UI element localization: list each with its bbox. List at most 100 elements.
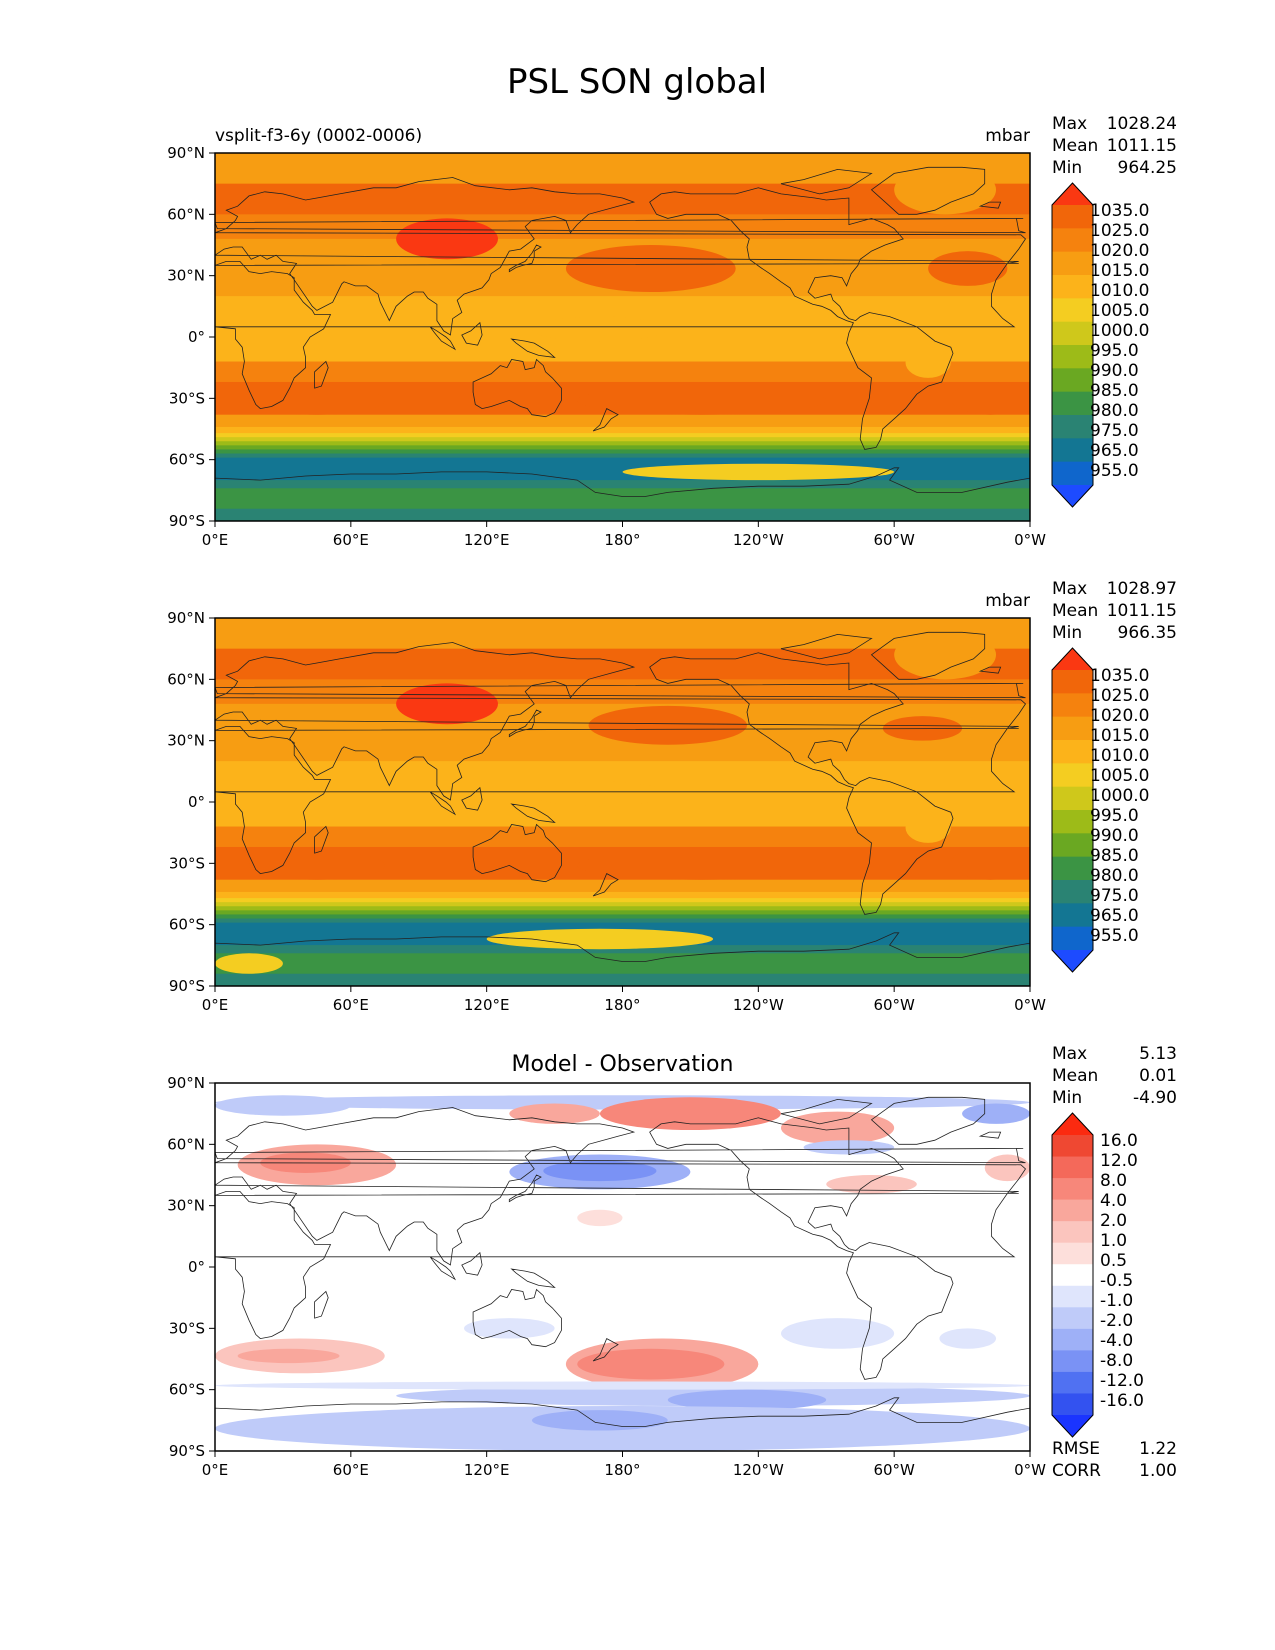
colorbar-level <box>1052 1264 1093 1287</box>
colorbar-label: 1035.0 <box>1090 666 1149 686</box>
stat-value: -4.90 <box>1133 1088 1177 1108</box>
lat-tick-label: 60°S <box>169 1381 205 1399</box>
colorbar-level <box>1052 1221 1093 1244</box>
lat-tick-label: 90°S <box>169 512 205 530</box>
colorbar-level <box>1052 716 1093 741</box>
colorbar-label: 1005.0 <box>1090 766 1149 786</box>
stat-value: 1011.15 <box>1107 601 1177 621</box>
contour-band <box>215 914 1030 920</box>
colorbar-label: 16.0 <box>1100 1131 1138 1151</box>
contour-region <box>826 1175 917 1194</box>
colorbar-label: 985.0 <box>1090 846 1139 866</box>
colorbar-label: 955.0 <box>1090 461 1139 481</box>
contour-region <box>894 165 997 215</box>
colorbar-label: 12.0 <box>1100 1151 1138 1171</box>
contour-region <box>464 1318 555 1339</box>
colorbar-level <box>1052 903 1093 928</box>
colorbar-label: 1005.0 <box>1090 301 1149 321</box>
colorbar-level <box>1052 368 1093 393</box>
lon-tick-label: 0°W <box>1014 996 1046 1014</box>
contour-region <box>577 1348 725 1380</box>
stat-value: 1011.15 <box>1107 136 1177 156</box>
lon-tick-label: 60°W <box>873 996 915 1014</box>
coastline <box>215 1096 1030 1451</box>
contour-band <box>215 480 1030 489</box>
colorbar-outline <box>1051 182 1094 508</box>
contour-band <box>215 214 1030 240</box>
panel-3: 90°N 60°N 30°N 0° 30°S 60°S 90°S0°E 60°E 120°E 18… <box>167 1044 1177 1481</box>
lon-tick-label: 0°W <box>1014 531 1046 549</box>
colorbar-level <box>1052 461 1093 486</box>
lon-tick-label: 120°W <box>733 531 784 549</box>
contour-region <box>531 1410 668 1431</box>
contour-band <box>215 488 1030 510</box>
stat-label: Max <box>1052 579 1087 599</box>
contour-band <box>215 457 1030 481</box>
colorbar-level <box>1052 1178 1093 1201</box>
contour-region <box>950 846 1030 880</box>
contour-band <box>215 414 1030 428</box>
colorbar-level <box>1052 693 1093 718</box>
contour-band <box>215 918 1030 924</box>
colorbar-label: 1000.0 <box>1090 321 1149 341</box>
colorbar-min-arrow <box>1052 485 1093 507</box>
contour-band <box>215 508 1030 521</box>
stat-label: Mean <box>1052 136 1098 156</box>
colorbar-level <box>1052 1199 1093 1222</box>
colorbar: 1035.01025.01020.01015.01010.01005.01000… <box>1051 647 1149 973</box>
lon-tick-label: 180° <box>604 996 640 1014</box>
lat-tick-label: 60°N <box>167 670 205 688</box>
colorbar-level <box>1052 415 1093 439</box>
map-field <box>215 153 1030 521</box>
stat-label: Mean <box>1052 1066 1098 1086</box>
stat-value: 1028.97 <box>1107 579 1177 599</box>
colorbar-level <box>1052 763 1093 788</box>
colorbar-label: 1015.0 <box>1090 261 1149 281</box>
contour-band <box>215 906 1030 911</box>
lon-tick-label: 120°E <box>464 996 510 1014</box>
contour-region <box>565 245 736 293</box>
stat-label: Max <box>1052 1044 1087 1064</box>
colorbar-label: 995.0 <box>1090 806 1139 826</box>
stat-value: 964.25 <box>1118 158 1177 178</box>
contour-region <box>894 630 997 680</box>
lat-tick-label: 30°S <box>169 1319 205 1337</box>
stat-label: Min <box>1052 158 1082 178</box>
contour-region <box>215 1095 1030 1110</box>
colorbar-label: 955.0 <box>1090 926 1139 946</box>
lat-tick-label: 30°N <box>167 732 205 750</box>
contour-region <box>248 851 385 880</box>
colorbar-label: 990.0 <box>1090 361 1139 381</box>
contour-region <box>577 851 827 880</box>
contour-band <box>215 826 1030 848</box>
colorbar-label: 975.0 <box>1090 421 1139 441</box>
lat-tick-label: 60°S <box>169 916 205 934</box>
colorbar-level <box>1052 345 1093 369</box>
figure-title: PSL SON global <box>507 62 767 102</box>
colorbar-label: 995.0 <box>1090 341 1139 361</box>
lat-tick-label: 90°N <box>167 144 205 162</box>
panel-1: 90°N 60°N 30°N 0° 30°S 60°S 90°S0°E 60°E 120°E 18… <box>167 114 1177 549</box>
panel-left-title: vsplit-f3-6y (0002-0006) <box>215 126 422 146</box>
lat-tick-label: 30°S <box>169 389 205 407</box>
contour-region <box>531 781 668 807</box>
stat-label: Max <box>1052 114 1087 134</box>
contour-band <box>215 361 1030 383</box>
lon-tick-label: 120°E <box>464 1461 510 1479</box>
lon-tick-label: 120°W <box>733 996 784 1014</box>
stat-value: 5.13 <box>1139 1044 1177 1064</box>
lat-tick-label: 0° <box>188 328 205 346</box>
colorbar-level <box>1052 205 1093 229</box>
contour-band <box>215 618 1030 650</box>
stat-label: Mean <box>1052 601 1098 621</box>
colorbar-level <box>1052 1242 1093 1265</box>
colorbar-level <box>1052 833 1093 858</box>
colorbar-level <box>1052 321 1093 346</box>
lon-tick-label: 60°W <box>873 1461 915 1479</box>
colorbar: 16.012.08.04.02.01.00.5-0.5-1.0-2.0-4.0-… <box>1051 1112 1144 1438</box>
colorbar-max-arrow <box>1052 1113 1093 1135</box>
lat-tick-label: 60°N <box>167 1135 205 1153</box>
contour-region <box>248 386 385 415</box>
lat-tick-label: 30°N <box>167 1197 205 1215</box>
